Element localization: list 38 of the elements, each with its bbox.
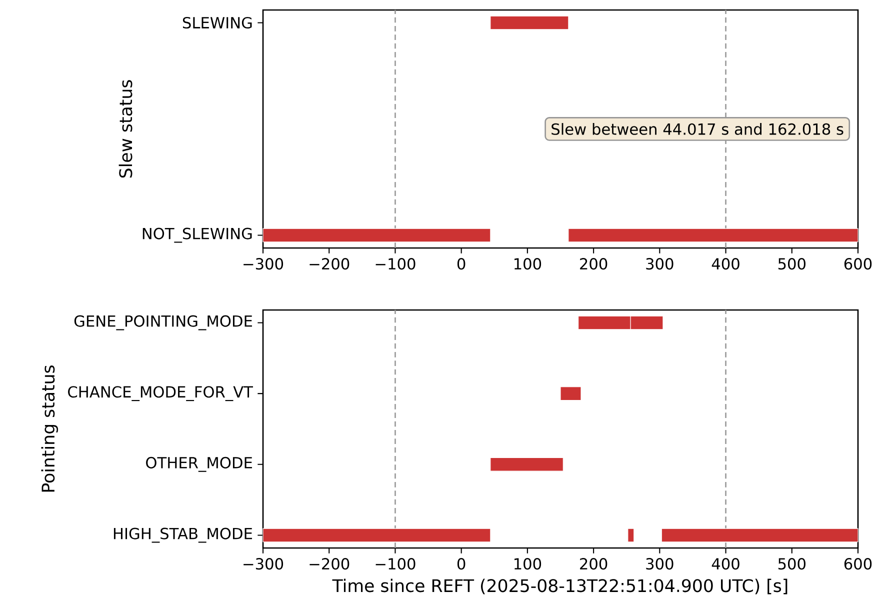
bar [628,528,634,542]
x-axis-title: Time since REFT (2025-08-13T22:51:04.900 UTC) [s] [332,578,788,594]
x-tick-label: 0 [457,558,466,570]
x-tick-label: −100 [376,258,416,270]
x-tick-label: 0 [457,258,466,270]
x-tick-label: 400 [712,258,740,270]
y-tick-label: OTHER_MODE [146,456,252,472]
x-tick-label: −100 [376,558,416,570]
x-tick-label: −300 [244,558,284,570]
y-tick-label: SLEWING [182,16,252,29]
y-tick-label: CHANCE_MODE_FOR_VT [68,386,253,402]
x-tick-label: −300 [244,258,284,270]
bar [568,228,858,242]
y-tick-label: HIGH_STAB_MODE [114,528,252,543]
x-tick-label: 300 [646,258,674,270]
x-tick-label: −200 [310,258,350,270]
bar [262,528,491,542]
x-tick-label: 400 [712,558,740,570]
y-tick-label: GENE_POINTING_MODE [74,315,252,330]
x-tick-label: 500 [778,258,806,270]
x-tick-label: 600 [844,258,872,270]
y-axis-title: Slew status [118,80,132,178]
bar [560,386,582,401]
x-tick-label: 600 [844,558,872,570]
bar [262,228,491,242]
bar [661,528,858,542]
x-tick-label: 300 [646,558,674,570]
y-axis-title: Pointing status [41,366,58,492]
bar [490,16,569,30]
x-tick-label: 200 [580,558,608,570]
x-tick-label: −200 [310,558,350,570]
x-tick-label: 200 [580,258,608,270]
y-tick-label: NOT_SLEWING [142,228,252,243]
x-tick-label: 100 [514,258,542,270]
x-tick-label: 100 [514,558,542,570]
x-tick-label: 500 [778,558,806,570]
annotation: Slew between 44.017 s and 162.018 s [552,123,844,135]
bar [490,457,564,472]
